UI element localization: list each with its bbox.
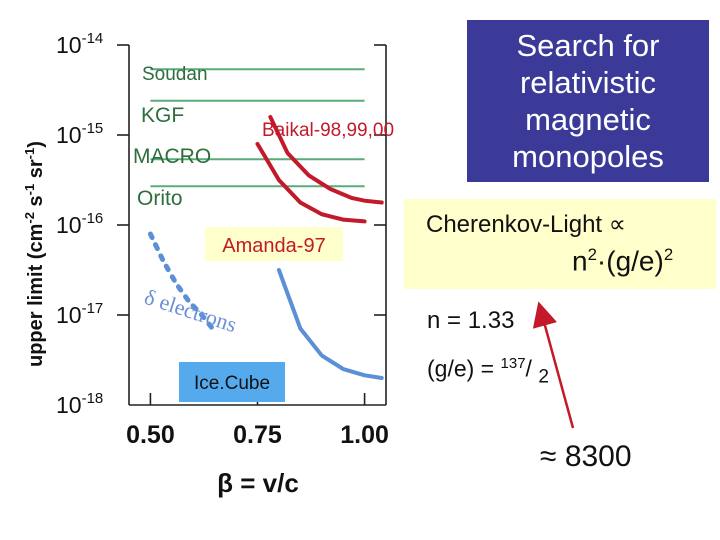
label-macro: MACRO [133,145,211,168]
label-amanda: Amanda-97 [222,235,325,257]
title-line-3: magnetic [525,102,651,137]
title-line-4: monopoles [512,139,664,174]
x-tick-label-1: 0.75 [233,421,282,449]
label-delta-electrons: δ electrons [141,284,239,337]
label-orito: Orito [137,187,183,210]
refractive-index: n = 1.33 [427,307,515,334]
y-axis-title: upper limit (cm-2 s-1 sr-1) [22,141,47,367]
formula-n-exponent: 2 [587,245,597,264]
g-over-e-denominator: 2 [538,366,549,388]
cherenkov-title: Cherenkov-Light ∝ [426,210,626,239]
title-line-2: relativistic [519,65,657,100]
approx-value: ≈ 8300 [540,440,632,474]
formula-dot: · [596,245,607,277]
x-tick-label-0: 0.50 [126,421,175,449]
label-kgf: KGF [141,104,184,127]
cherenkov-title-text: Cherenkov-Light [426,211,603,238]
amanda-label-box [205,227,343,261]
g-over-e-ratio: (g/e) = 137/ 2 [427,355,549,388]
chart-axes [117,44,387,406]
formula-ratio-exponent: 2 [663,245,674,264]
proportional-symbol: ∝ [608,211,626,238]
y-tick-label-1: 10-15 [56,120,103,148]
x-axis-title: β = v/c [217,468,299,498]
g-over-e-numerator: 137 [500,355,526,372]
y-tick-label-0: 10-14 [56,30,103,58]
label-icecube: Ice.Cube [194,373,270,394]
label-baikal: Baikal-98,99,00 [262,120,394,141]
chart-labels: 10-14 10-15 10-16 10-17 10-18 0.50 0.75 1.00 upp… [22,30,394,498]
series-icecube [276,268,384,380]
formula-n: n [572,245,588,277]
y-tick-label-2: 10-16 [56,210,103,238]
approx-number: 8300 [564,440,632,473]
icecube-label-box [179,362,285,402]
chart-series [147,68,384,380]
y-tick-label-3: 10-17 [56,300,103,328]
series-amanda-97 [255,142,367,224]
y-tick-label-4: 10-18 [56,390,103,418]
arrow-to-cherenkov-formula [532,301,575,429]
title-box: Search for relativistic magnetic monopol… [467,20,709,182]
cherenkov-box: Cherenkov-Light ∝ n2·(g/e)2 [404,199,716,289]
formula-ratio: (g/e) [606,245,664,277]
series--electrons [147,231,216,331]
series-baikal-98-99-00 [268,115,384,205]
approx-symbol: ≈ [540,440,557,473]
g-over-e-lhs: (g/e) = [427,355,501,382]
x-tick-label-2: 1.00 [340,421,389,449]
cherenkov-formula: n2·(g/e)2 [572,245,673,277]
title-line-1: Search for [516,28,660,63]
label-soudan: Soudan [142,64,208,85]
g-over-e-slash: / [525,355,539,382]
